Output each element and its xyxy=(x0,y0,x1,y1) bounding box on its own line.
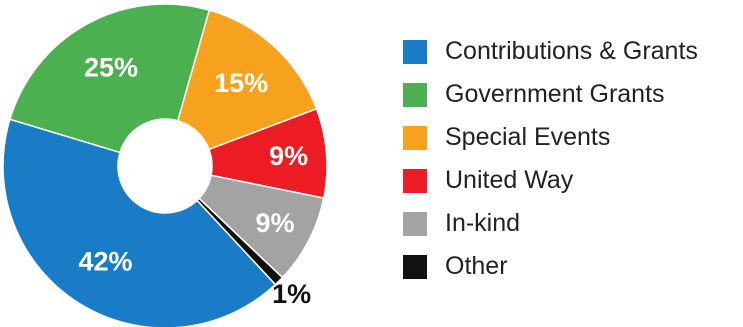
legend-item-united-way: United Way xyxy=(403,159,698,202)
legend-item-in-kind: In-kind xyxy=(403,202,698,245)
legend-swatch xyxy=(403,125,427,150)
legend-label: Government Grants xyxy=(445,80,665,108)
legend-item-contributions-grants: Contributions & Grants xyxy=(403,30,698,73)
data-label-in-kind: 9% xyxy=(256,208,295,238)
donut-chart: 1% 42% 25% 15% 9% 9% xyxy=(2,3,328,327)
legend-item-other: Other xyxy=(403,245,698,288)
legend-label: Special Events xyxy=(445,123,611,151)
legend-swatch xyxy=(403,82,427,107)
legend-item-special-events: Special Events xyxy=(403,116,698,159)
legend-label: Contributions & Grants xyxy=(445,37,698,65)
data-label-united-way: 9% xyxy=(269,141,308,171)
data-label-special-events: 15% xyxy=(214,68,268,98)
legend-swatch xyxy=(403,254,427,279)
legend-swatch xyxy=(403,39,427,64)
data-label-government-grants: 25% xyxy=(84,52,138,82)
legend-swatch xyxy=(403,211,427,236)
legend-label: Other xyxy=(445,252,508,280)
legend-label: In-kind xyxy=(445,209,521,237)
data-label-contributions-grants: 42% xyxy=(79,246,133,276)
legend-item-government-grants: Government Grants xyxy=(403,73,698,116)
slice-contributions-grants xyxy=(2,118,277,327)
chart-legend: Contributions & Grants Government Grants S… xyxy=(403,30,698,288)
slice-special-events xyxy=(176,9,318,151)
slice-government-grants xyxy=(8,3,211,154)
legend-label: United Way xyxy=(445,166,574,194)
slice-in-kind xyxy=(198,174,325,279)
legend-swatch xyxy=(403,168,427,193)
data-label-other: 1% xyxy=(272,279,311,309)
